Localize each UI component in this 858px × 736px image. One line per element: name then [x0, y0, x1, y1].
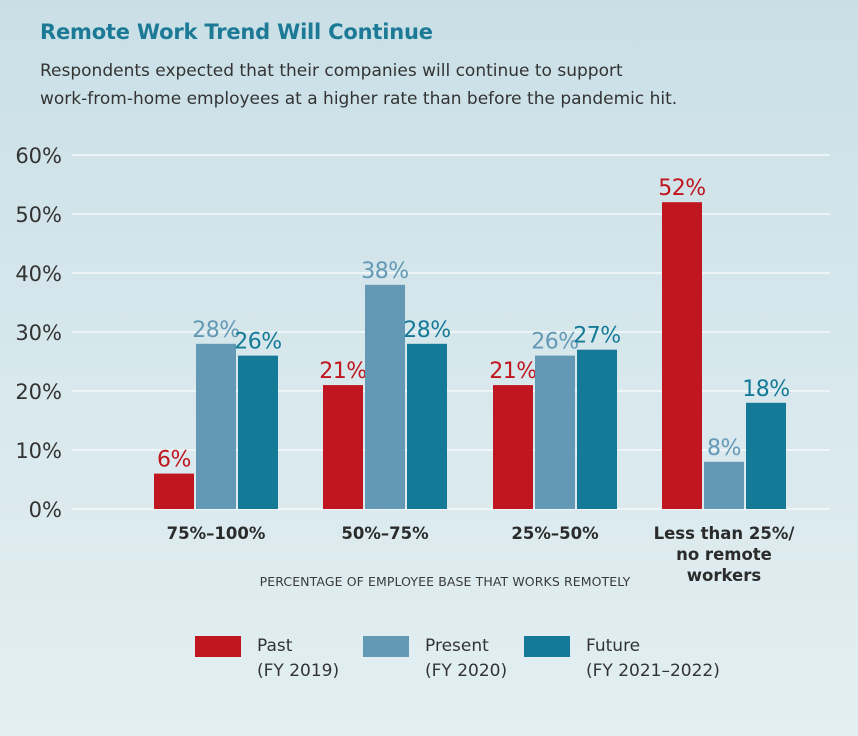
data-label: 18%	[742, 377, 789, 402]
bar-past	[323, 385, 363, 509]
data-label: 21%	[319, 359, 366, 384]
y-tick-label: 20%	[15, 380, 62, 404]
legend-swatch-present	[363, 636, 409, 657]
bar-future	[746, 402, 786, 509]
x-tick-label: Less than 25%/	[654, 524, 796, 543]
legend-sublabel-past: (FY 2019)	[257, 661, 340, 681]
x-tick-label: 25%–50%	[511, 524, 599, 543]
bar-chart: 0%10%20%30%40%50%60%6%28%26%75%–100%21%3…	[15, 144, 796, 585]
x-axis-title: PERCENTAGE OF EMPLOYEE BASE THAT WORKS R…	[259, 574, 631, 589]
bar-present	[704, 461, 744, 509]
legend-sublabel-present: (FY 2020)	[425, 661, 508, 681]
legend-sublabel-future: (FY 2021–2022)	[586, 661, 720, 681]
data-label: 52%	[658, 176, 705, 201]
data-label: 6%	[157, 448, 191, 473]
y-tick-label: 30%	[15, 321, 62, 345]
data-label: 28%	[192, 318, 239, 343]
subtitle-line-2: work-from-home employees at a higher rat…	[40, 89, 678, 109]
data-label: 8%	[707, 436, 741, 461]
data-label: 21%	[489, 359, 536, 384]
legend-swatch-future	[524, 636, 570, 657]
data-label: 27%	[573, 324, 620, 349]
y-tick-label: 60%	[15, 144, 62, 168]
x-tick-label: no remote	[676, 545, 772, 564]
subtitle-line-1: Respondents expected that their companie…	[40, 61, 623, 81]
x-tick-label: workers	[687, 566, 762, 585]
legend-label-present: Present	[425, 636, 489, 656]
legend: Past (FY 2019) Present (FY 2020) Future …	[0, 634, 858, 694]
chart-title: Remote Work Trend Will Continue	[40, 20, 433, 44]
y-tick-label: 40%	[15, 262, 62, 286]
y-tick-label: 0%	[29, 498, 62, 522]
bar-future	[407, 343, 447, 509]
y-tick-label: 10%	[15, 439, 62, 463]
legend-swatch-past	[195, 636, 241, 657]
data-label: 26%	[531, 330, 578, 355]
legend-label-future: Future	[586, 636, 641, 656]
y-tick-label: 50%	[15, 203, 62, 227]
data-label: 38%	[361, 259, 408, 284]
data-label: 26%	[234, 330, 281, 355]
bar-past	[154, 473, 194, 509]
bar-future	[238, 355, 278, 509]
legend-label-past: Past	[257, 636, 293, 656]
x-tick-label: 50%–75%	[341, 524, 429, 543]
bar-past	[493, 385, 533, 509]
x-tick-label: 75%–100%	[167, 524, 266, 543]
bar-present	[196, 343, 236, 509]
bar-present	[535, 355, 575, 509]
bar-future	[577, 349, 617, 509]
bar-past	[662, 202, 702, 509]
data-label: 28%	[403, 318, 450, 343]
bar-present	[365, 284, 405, 509]
chart-subtitle: Respondents expected that their companie…	[40, 57, 840, 113]
